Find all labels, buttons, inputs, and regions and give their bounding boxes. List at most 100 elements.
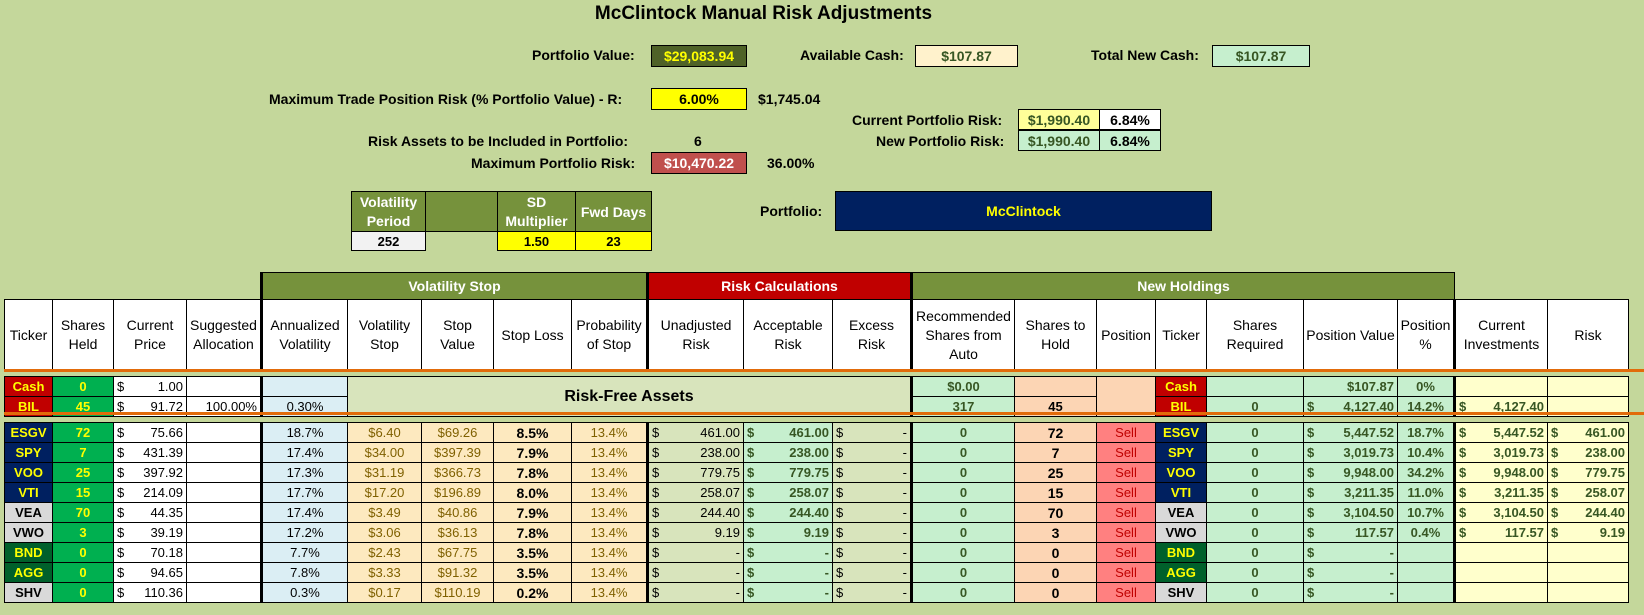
shares-held[interactable]: 70 [52, 502, 114, 523]
shares-to-hold[interactable]: 0 [1014, 562, 1097, 583]
volatility-stop: $17.20 [347, 482, 422, 503]
current-price-cell: $39.19 [113, 522, 187, 543]
vol-period-value[interactable]: 252 [351, 231, 426, 251]
position-action[interactable]: Sell [1096, 442, 1156, 463]
acceptable-risk-cell: $ - [743, 562, 833, 583]
position-action[interactable]: Sell [1096, 562, 1156, 583]
suggested-allocation[interactable] [186, 522, 262, 543]
stop-loss: 7.9% [493, 502, 572, 523]
shares-required: 0 [1206, 522, 1304, 543]
max-trade-risk-pct[interactable]: 6.00% [651, 88, 747, 110]
unadjusted-risk-cell: $ - [646, 562, 744, 583]
recommended-shares: 0 [910, 442, 1015, 463]
shares-to-hold[interactable]: 0 [1014, 582, 1097, 603]
recommended-shares: 0 [910, 522, 1015, 543]
current-investment: 5,447.52 [1493, 425, 1544, 440]
position-value: 5,447.52 [1343, 425, 1394, 440]
shares-held[interactable]: 15 [52, 482, 114, 503]
probability-of-stop: 13.4% [571, 542, 648, 563]
bil-position-value: 4,127.40 [1343, 399, 1394, 414]
shares-to-hold[interactable]: 3 [1014, 522, 1097, 543]
asset-row: ESGV 72 $75.66 18.7% $6.40 $69.26 8.5% 13.4% $46… [4, 422, 1629, 443]
annualized-volatility: 7.7% [260, 542, 348, 563]
stop-loss: 8.0% [493, 482, 572, 503]
suggested-allocation[interactable] [186, 502, 262, 523]
shares-held[interactable]: 72 [52, 422, 114, 443]
shares-held[interactable]: 3 [52, 522, 114, 543]
current-investment [1453, 542, 1548, 563]
max-trade-risk-label: Maximum Trade Position Risk (% Portfolio… [269, 91, 623, 107]
position-value: - [1389, 545, 1394, 560]
shares-to-hold[interactable]: 0 [1014, 542, 1097, 563]
shares-to-hold[interactable]: 15 [1014, 482, 1097, 503]
recommended-shares: 0 [910, 542, 1015, 563]
max-trade-risk-amount: $1,745.04 [758, 91, 821, 107]
column-header: Unadjusted Risk [646, 299, 744, 371]
bil-shares-to-hold[interactable]: 45 [1014, 396, 1097, 417]
risk-cell: $238.00 [1547, 442, 1629, 463]
position-action[interactable]: Sell [1096, 462, 1156, 483]
shares-held[interactable]: 0 [52, 582, 114, 603]
cash-shares: 0 [52, 376, 114, 397]
shares-to-hold[interactable]: 70 [1014, 502, 1097, 523]
position-pct: 0.4% [1397, 522, 1455, 543]
position-action[interactable]: Sell [1096, 582, 1156, 603]
volatility-stop: $3.06 [347, 522, 422, 543]
total-new-cash[interactable]: $107.87 [1212, 45, 1310, 67]
shares-required: 0 [1206, 582, 1304, 603]
available-cash[interactable]: $107.87 [915, 45, 1018, 67]
portfolio-value[interactable]: $29,083.94 [651, 45, 747, 67]
suggested-allocation[interactable] [186, 542, 262, 563]
suggested-allocation[interactable] [186, 582, 262, 603]
current-price-cell: $397.92 [113, 462, 187, 483]
unadjusted-risk-cell: $779.75 [646, 462, 744, 483]
position-value: 9,948.00 [1343, 465, 1394, 480]
portfolio-name[interactable]: McClintock [835, 191, 1212, 231]
ticker-2: SPY [1155, 442, 1207, 463]
shares-to-hold[interactable]: 7 [1014, 442, 1097, 463]
current-price: 70.18 [150, 545, 183, 560]
bil-allocation[interactable]: 100.00% [186, 396, 262, 417]
portfolio-value-label: Portfolio Value: [532, 47, 635, 63]
probability-of-stop: 13.4% [571, 522, 648, 543]
column-header: Current Investments [1453, 299, 1548, 371]
volatility-stop: $31.19 [347, 462, 422, 483]
current-investment: 117.57 [1504, 525, 1544, 540]
stop-value: $36.13 [421, 522, 494, 543]
asset-row: VEA 70 $44.35 17.4% $3.49 $40.86 7.9% 13.4% $244… [4, 502, 1629, 523]
position-action[interactable]: Sell [1096, 522, 1156, 543]
shares-required: 0 [1206, 482, 1304, 503]
risk-calculations-group: Risk Calculations [646, 272, 912, 300]
position-action[interactable]: Sell [1096, 502, 1156, 523]
column-header: Risk [1547, 299, 1629, 371]
shares-to-hold[interactable]: 72 [1014, 422, 1097, 443]
position-action[interactable]: Sell [1096, 422, 1156, 443]
suggested-allocation[interactable] [186, 482, 262, 503]
new-risk-pct: 6.84% [1099, 130, 1161, 151]
annualized-volatility: 17.7% [260, 482, 348, 503]
position-action[interactable]: Sell [1096, 482, 1156, 503]
suggested-allocation[interactable] [186, 462, 262, 483]
fwd-days-value[interactable]: 23 [575, 231, 652, 251]
shares-held[interactable]: 0 [52, 562, 114, 583]
suggested-allocation[interactable] [186, 562, 262, 583]
shares-held[interactable]: 7 [52, 442, 114, 463]
sd-multiplier-value[interactable]: 1.50 [497, 231, 576, 251]
position-action[interactable]: Sell [1096, 542, 1156, 563]
cash-position-pct: 0% [1397, 376, 1455, 397]
shares-to-hold[interactable]: 25 [1014, 462, 1097, 483]
ticker-2: AGG [1155, 562, 1207, 583]
shares-held[interactable]: 0 [52, 542, 114, 563]
max-portfolio-risk-label: Maximum Portfolio Risk: [471, 155, 636, 171]
shares-held[interactable]: 25 [52, 462, 114, 483]
stop-value: $67.75 [421, 542, 494, 563]
current-investment-cell: $3,211.35 [1453, 482, 1548, 503]
bil-shares: 45 [52, 396, 114, 417]
recommended-shares: 0 [910, 422, 1015, 443]
suggested-allocation[interactable] [186, 422, 262, 443]
suggested-allocation[interactable] [186, 442, 262, 463]
cash-price: 1.00 [157, 379, 183, 394]
position-value: 3,104.50 [1343, 505, 1394, 520]
current-price-cell: $214.09 [113, 482, 187, 503]
asset-row: VTI 15 $214.09 17.7% $17.20 $196.89 8.0% 13.4% $… [4, 482, 1629, 503]
